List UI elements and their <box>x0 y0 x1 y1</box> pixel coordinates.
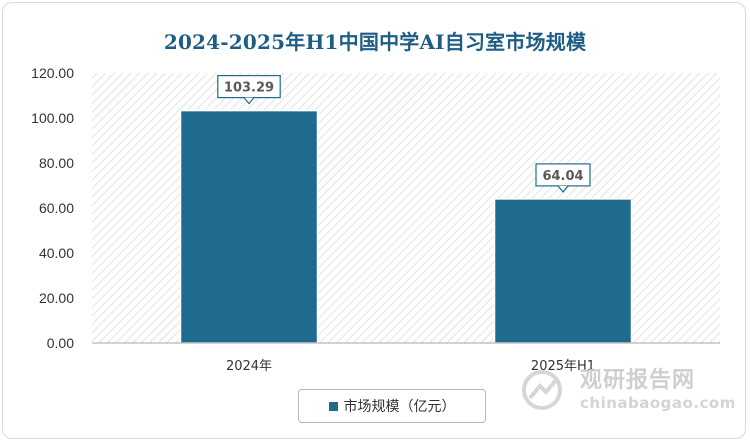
data-label: 64.04 <box>542 169 583 184</box>
data-label: 103.29 <box>224 81 274 96</box>
legend: 市场规模（亿元） <box>298 389 486 423</box>
bar <box>179 109 319 344</box>
y-tick-label: 60.00 <box>39 200 74 216</box>
y-tick-label: 0.00 <box>47 335 74 351</box>
x-category-label: 2025年H1 <box>531 359 595 374</box>
y-tick-label: 120.00 <box>31 65 74 81</box>
legend-label: 市场规模（亿元） <box>343 399 456 415</box>
y-tick-label: 40.00 <box>39 245 74 261</box>
data-label-pointer <box>557 185 569 193</box>
bar <box>493 198 633 344</box>
chart-title: 2024-2025年H1中国中学AI自习室市场规模 <box>163 30 587 54</box>
x-category-label: 2024年 <box>226 359 272 374</box>
y-tick-label: 80.00 <box>39 155 74 171</box>
legend-swatch <box>328 401 338 411</box>
y-tick-label: 20.00 <box>39 290 74 306</box>
y-tick-label: 100.00 <box>31 110 74 126</box>
data-label-pointer <box>243 97 255 105</box>
